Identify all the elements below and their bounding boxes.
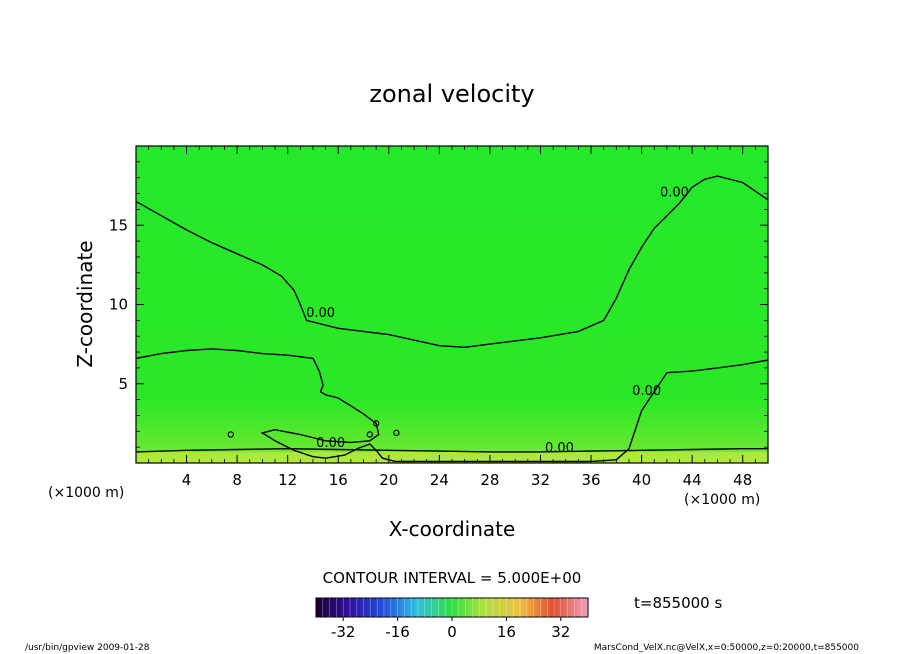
- contour-lines: [136, 175, 768, 463]
- colorbar-tick-label-1: -16: [385, 623, 410, 641]
- contour-loop-0: [227, 431, 234, 438]
- colorbar-tick-label-4: 32: [551, 623, 570, 641]
- x-axis-unit-right: (×1000 m): [684, 492, 760, 508]
- x-tick-label-4: 20: [379, 471, 398, 489]
- colorbar-tick-label-0: -32: [331, 623, 356, 641]
- x-tick-label-0: 4: [182, 471, 192, 489]
- y-tick-label-2: 15: [109, 216, 128, 234]
- x-tick-label-10: 44: [683, 471, 702, 489]
- x-axis-title: X-coordinate: [389, 517, 516, 541]
- x-tick-label-2: 12: [278, 471, 297, 489]
- x-tick-label-9: 40: [632, 471, 651, 489]
- x-tick-label-7: 32: [531, 471, 550, 489]
- contour-loop-3: [372, 420, 380, 427]
- contour-label-4: 0.00: [545, 441, 574, 456]
- x-axis: 4 8 12 16 20 24 28 32 36 40 44 48: [148, 146, 756, 489]
- contour-label-0: 0.00: [306, 306, 335, 321]
- colorbar-tick-label-3: 16: [497, 623, 516, 641]
- colorbar-ticks: -32 -16 0 16 32: [331, 617, 570, 641]
- x-tick-label-11: 48: [733, 471, 752, 489]
- x-tick-label-3: 16: [329, 471, 348, 489]
- y-axis-title: Z-coordinate: [73, 240, 97, 367]
- contour-label-2: 0.00: [632, 384, 661, 399]
- y-tick-label-0: 5: [118, 375, 128, 393]
- contour-loop-1: [366, 431, 374, 438]
- colorbar-tick-label-2: 0: [447, 623, 457, 641]
- contour-labels: 0.00 0.00 0.00 0.00 0.00: [306, 186, 689, 456]
- contour-line-0: [136, 175, 768, 349]
- x-tick-label-8: 36: [581, 471, 600, 489]
- y-tick-label-1: 10: [109, 296, 128, 314]
- contour-label-1: 0.00: [660, 186, 689, 201]
- contour-line-1: [136, 348, 768, 463]
- x-tick-label-1: 8: [232, 471, 242, 489]
- time-label: t=855000 s: [634, 594, 722, 612]
- surface-band: [136, 452, 768, 463]
- colorbar-bands: [322, 598, 582, 617]
- plot-area: [136, 146, 768, 463]
- footer-left: /usr/bin/gpview 2009-01-28: [25, 643, 150, 653]
- contour-loop-2: [393, 429, 400, 437]
- contour-label-3: 0.00: [316, 436, 345, 451]
- x-axis-unit-left: (×1000 m): [48, 485, 124, 501]
- y-axis: 5 10 15: [109, 161, 768, 448]
- footer-right: MarsCond_VelX.nc@VelX,x=0:50000,z=0:2000…: [594, 643, 859, 653]
- contour-line-2: [136, 447, 768, 453]
- x-tick-label-6: 28: [480, 471, 499, 489]
- x-tick-label-5: 24: [430, 471, 449, 489]
- contour-interval-text: CONTOUR INTERVAL = 5.000E+00: [323, 569, 582, 587]
- chart-title: zonal velocity: [369, 80, 534, 108]
